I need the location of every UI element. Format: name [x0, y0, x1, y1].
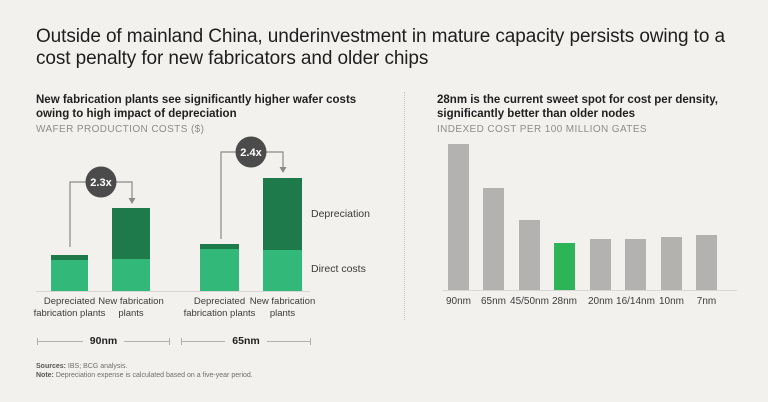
multiplier-circle — [85, 166, 117, 198]
bar-direct-costs-segment — [263, 250, 302, 291]
sources-text: IBS; BCG analysis. — [65, 363, 128, 370]
right-axis-label: 65nm — [480, 296, 506, 307]
bar-direct-costs-segment — [51, 260, 88, 291]
left-axis-label: Depreciated fabrication plants — [33, 296, 106, 319]
cost-bar-65nm — [483, 188, 504, 290]
bracket-line — [124, 340, 169, 342]
panel-divider — [404, 92, 405, 320]
sources-line: Sources: IBS; BCG analysis. — [36, 362, 253, 371]
right-chart-title: 28nm is the current sweet spot for cost … — [437, 94, 718, 120]
bar-depreciation-segment — [263, 178, 302, 250]
bar-direct-costs-segment — [112, 259, 150, 291]
multiplier-value: 2.3x — [90, 177, 112, 189]
left-axis-label: New fabrication plants — [249, 296, 316, 319]
right-axis-label: 10nm — [658, 296, 684, 307]
note-label: Note: — [36, 372, 54, 379]
page-title: Outside of mainland China, underinvestme… — [36, 26, 725, 69]
sources-label: Sources: — [36, 363, 66, 370]
right-axis-label: 20nm — [587, 296, 613, 307]
bracket-line — [182, 340, 226, 342]
left-axis-label: Depreciated fabrication plants — [183, 296, 256, 319]
left-chart-baseline — [36, 291, 310, 292]
note-text: Depreciation expense is calculated based… — [53, 372, 253, 379]
node-label-65nm: 65nm — [232, 335, 260, 347]
bracket-line — [266, 340, 310, 342]
cost-bar-10nm — [661, 237, 682, 290]
legend-direct-costs: Direct costs — [311, 263, 366, 275]
right-axis-label: 45/50nm — [510, 296, 549, 307]
cost-bar-28nm — [554, 243, 575, 290]
bracket-tick — [169, 337, 170, 345]
right-axis-label: 7nm — [696, 296, 717, 307]
cost-bar-16-14nm — [625, 239, 646, 290]
bracket-tick — [37, 337, 38, 345]
cost-bar-45-50nm — [519, 220, 540, 290]
right-axis-label: 16/14nm — [616, 296, 655, 307]
cost-bar-20nm — [590, 239, 611, 290]
right-chart-subtitle: INDEXED COST PER 100 MILLION GATES — [437, 124, 647, 135]
right-chart-baseline — [443, 290, 737, 291]
left-chart-title: New fabrication plants see significantly… — [36, 94, 357, 120]
left-chart-subtitle: WAFER PRODUCTION COSTS ($) — [36, 124, 205, 135]
multiplier-circle — [235, 136, 267, 168]
bar-depreciation-segment — [51, 255, 88, 260]
bracket-tick — [181, 337, 182, 345]
legend-depreciation: Depreciation — [311, 208, 370, 220]
bar-depreciation-segment — [200, 244, 239, 249]
note-line: Note: Depreciation expense is calculated… — [36, 371, 253, 380]
right-axis-label: 28nm — [551, 296, 577, 307]
multiplier-value: 2.4x — [240, 147, 262, 159]
bar-depreciation-segment — [112, 208, 150, 259]
bar-direct-costs-segment — [200, 249, 239, 291]
bracket-line — [38, 340, 83, 342]
right-axis-label: 90nm — [445, 296, 471, 307]
node-bracket-65nm: 65nm — [181, 334, 311, 348]
cost-bar-90nm — [448, 144, 469, 290]
bracket-tick — [310, 337, 311, 345]
cost-bar-7nm — [696, 235, 717, 290]
footnote: Sources: IBS; BCG analysis. Note: Deprec… — [36, 362, 253, 380]
node-label-90nm: 90nm — [89, 335, 118, 347]
left-axis-label: New fabrication plants — [98, 296, 164, 319]
node-bracket-90nm: 90nm — [37, 334, 170, 348]
